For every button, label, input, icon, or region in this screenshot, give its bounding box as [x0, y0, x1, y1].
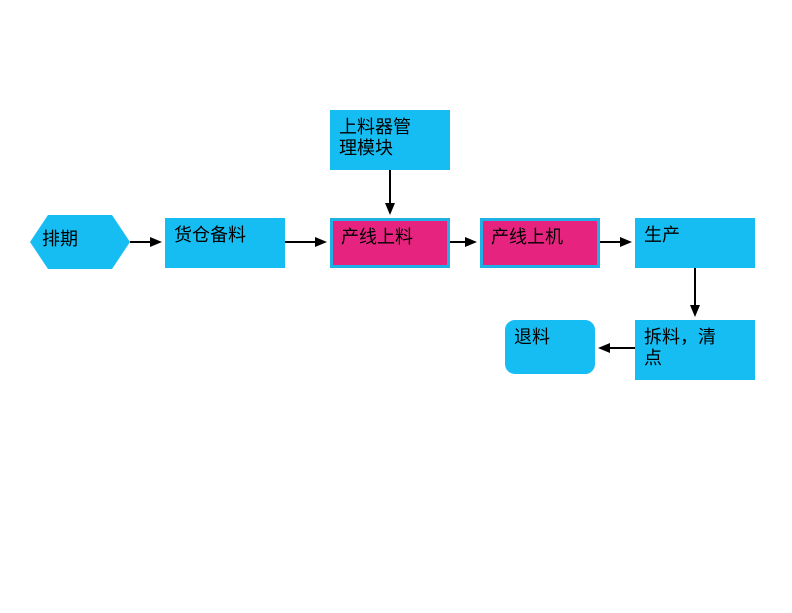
edge-teardown_count-to-return_material: [594, 339, 639, 357]
node-production: 生产: [635, 218, 755, 268]
node-label-schedule: 排期: [42, 229, 78, 250]
edge-line_feeding-to-line_machine: [446, 233, 481, 251]
edge-production-to-teardown_count: [686, 264, 704, 321]
node-return_material: 退料: [505, 320, 595, 374]
node-label-return_material: 退料: [514, 327, 550, 348]
edge-schedule-to-warehouse_prep: [126, 233, 166, 251]
node-feeder_module: 上料器管 理模块: [330, 110, 450, 170]
node-label-production: 生产: [644, 225, 680, 246]
node-label-line_machine: 产线上机: [491, 227, 563, 248]
node-warehouse_prep: 货仓备料: [165, 218, 285, 268]
flowchart-canvas: 排期 货仓备料 上料器管 理模块产线上料 产线上机 生产拆料，清 点 退料: [0, 0, 792, 613]
node-label-line_feeding: 产线上料: [341, 227, 413, 248]
edge-feeder_module-to-line_feeding: [381, 166, 399, 219]
node-label-feeder_module: 上料器管 理模块: [339, 117, 411, 158]
node-label-teardown_count: 拆料，清 点: [644, 327, 716, 368]
node-line_machine: 产线上机: [480, 218, 600, 268]
edge-warehouse_prep-to-line_feeding: [281, 233, 331, 251]
node-teardown_count: 拆料，清 点: [635, 320, 755, 380]
edge-line_machine-to-production: [596, 233, 636, 251]
node-line_feeding: 产线上料: [330, 218, 450, 268]
node-label-warehouse_prep: 货仓备料: [174, 225, 246, 246]
node-schedule: 排期: [30, 215, 130, 269]
